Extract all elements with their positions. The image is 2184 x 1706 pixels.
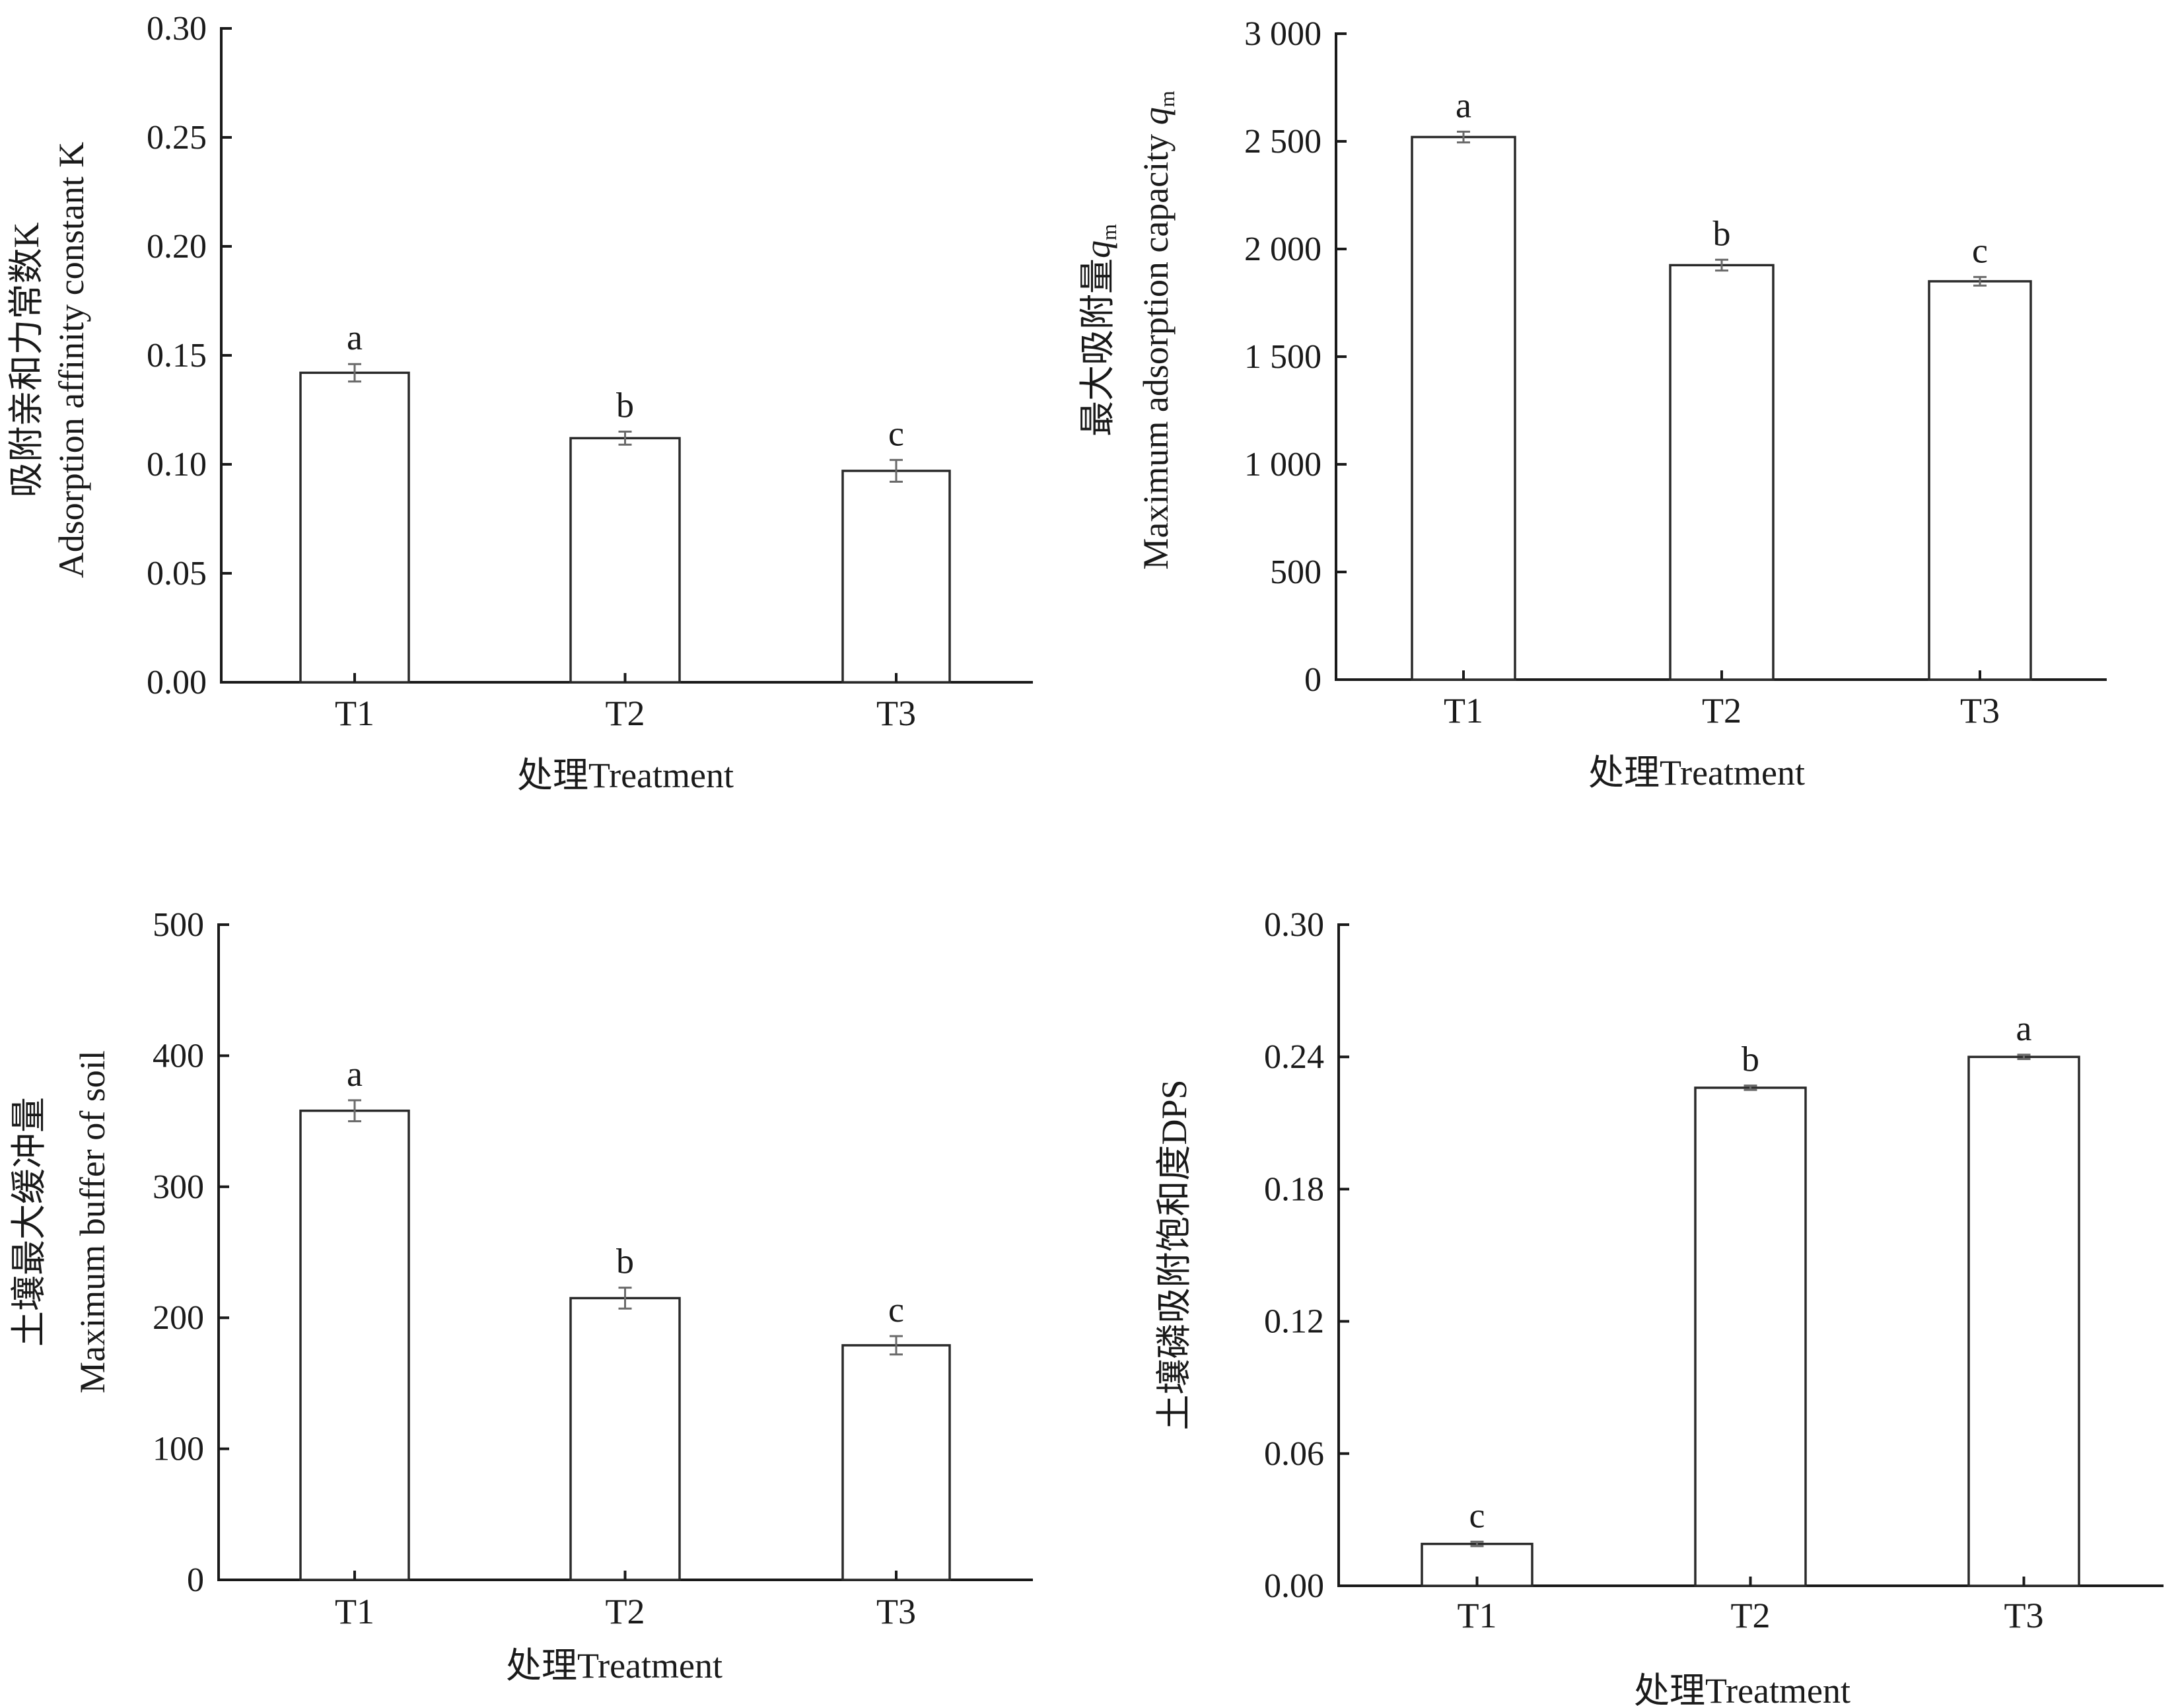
bar-t1 (1411, 135, 1516, 681)
y-tick-label: 2 500 (1244, 123, 1321, 160)
y-axis-title-line: Maximum adsorption capacity qm (1136, 90, 1179, 569)
y-axis-title-line: 吸附亲和力常数K (7, 223, 46, 498)
y-tick-label: 0.10 (147, 446, 207, 483)
y-tick-label: 400 (153, 1037, 204, 1075)
x-category-label: T3 (876, 1592, 916, 1631)
significance-letter: b (1742, 1040, 1759, 1079)
y-tick-label: 0.24 (1264, 1038, 1324, 1076)
y-tick-label: 0.30 (147, 10, 207, 48)
y-tick-label: 0.05 (147, 555, 207, 592)
panel-maximum-buffer-of-soil: 0 100 200 300 400 500 a T1 b T2 c T3 处理Treatment 土壤最大… (9, 906, 1033, 1686)
y-axis-title-subscript: m (1155, 90, 1179, 107)
y-tick-label: 2 000 (1244, 231, 1321, 268)
y-tick-label: 0.20 (147, 228, 207, 266)
y-tick-label: 1 000 (1244, 446, 1321, 483)
x-category-label: T2 (606, 693, 645, 733)
y-axis-title-line: Adsorption affinity constant K (52, 142, 91, 578)
significance-letter: c (888, 1290, 904, 1330)
y-tick-label: 0.18 (1264, 1170, 1324, 1208)
x-category-label: T3 (876, 693, 916, 733)
y-tick-label: 0.30 (1264, 906, 1324, 944)
significance-letter: b (1713, 213, 1731, 253)
bar-t1 (299, 371, 410, 684)
panel-degree-of-phosphorus-saturation: 0.00 0.06 0.12 0.18 0.24 0.30 c T1 b T2 a T3 处理Treat… (1154, 906, 2164, 1706)
x-axis-title: 处理Treatment (1634, 1671, 1850, 1706)
bar-t2 (1694, 1086, 1807, 1587)
y-tick-label: 500 (153, 906, 204, 944)
y-axis-title-variable: q (1136, 107, 1176, 125)
x-axis-title: 处理Treatment (517, 756, 734, 795)
y-axis-title-subscript: m (1097, 224, 1121, 240)
y-tick-label: 0.00 (147, 664, 207, 701)
significance-letter: a (1456, 85, 1471, 125)
significance-letter: a (347, 1054, 363, 1094)
y-tick-label: 100 (153, 1431, 204, 1468)
y-tick-label: 0.15 (147, 337, 207, 374)
significance-letter: b (616, 1242, 634, 1281)
y-axis-title-line: 土壤最大缓冲量 (9, 1097, 49, 1347)
significance-letter: a (347, 318, 363, 357)
panel-maximum-adsorption-capacity: 0 500 1 000 1 500 2 000 2 500 3 000 a T1 b T2 c T3 处理… (1078, 15, 2107, 793)
x-axis-title: 处理Treatment (1588, 753, 1805, 793)
bar-t2 (1669, 264, 1775, 681)
y-tick-label: 0.06 (1264, 1435, 1324, 1473)
significance-letter: c (888, 413, 904, 453)
y-axis-title-text: Maximum adsorption capacity (1136, 125, 1176, 569)
significance-letter: a (2016, 1009, 2032, 1048)
significance-letter: b (616, 386, 634, 425)
y-axis-title-text: 最大吸附量 (1078, 258, 1117, 437)
y-axis-title-variable: q (1078, 240, 1117, 258)
x-category-label: T3 (1960, 691, 2000, 730)
y-tick-label: 0 (1304, 661, 1321, 699)
y-tick-label: 3 000 (1244, 15, 1321, 53)
bar-t2 (569, 1297, 681, 1581)
bar-t1 (299, 1109, 410, 1581)
x-category-label: T3 (2004, 1596, 2044, 1635)
bar-t3 (1928, 280, 2032, 681)
y-tick-label: 0.00 (1264, 1567, 1324, 1605)
x-category-label: T1 (335, 693, 374, 733)
x-category-label: T1 (1458, 1596, 1497, 1635)
x-category-label: T2 (606, 1592, 645, 1631)
bar-t3 (841, 1344, 951, 1581)
panel-adsorption-affinity-constant: 0.00 0.05 0.10 0.15 0.20 0.25 0.30 a T1 b T2 c T3 处理T… (7, 10, 1033, 795)
y-axis-title-line: 最大吸附量qm (1078, 224, 1121, 437)
x-axis-title: 处理Treatment (506, 1646, 722, 1686)
y-tick-label: 1 500 (1244, 338, 1321, 376)
y-tick-label: 500 (1270, 553, 1321, 591)
bar-t2 (569, 437, 681, 684)
x-category-label: T1 (1444, 691, 1483, 730)
y-tick-label: 0 (187, 1561, 204, 1599)
x-category-label: T2 (1702, 691, 1742, 730)
y-tick-label: 0.12 (1264, 1303, 1324, 1341)
bar-t3 (1967, 1055, 2080, 1587)
bar-t3 (841, 470, 951, 684)
y-tick-label: 300 (153, 1168, 204, 1206)
significance-letter: c (1469, 1495, 1485, 1535)
y-tick-label: 200 (153, 1299, 204, 1337)
y-axis-title-line: Maximum buffer of soil (73, 1050, 112, 1393)
x-category-label: T2 (1731, 1596, 1771, 1635)
y-tick-label: 0.25 (147, 119, 207, 157)
significance-letter: c (1972, 231, 1988, 270)
y-axis-title-line: 土壤磷吸附饱和度DPS (1154, 1079, 1194, 1430)
x-category-label: T1 (335, 1592, 374, 1631)
